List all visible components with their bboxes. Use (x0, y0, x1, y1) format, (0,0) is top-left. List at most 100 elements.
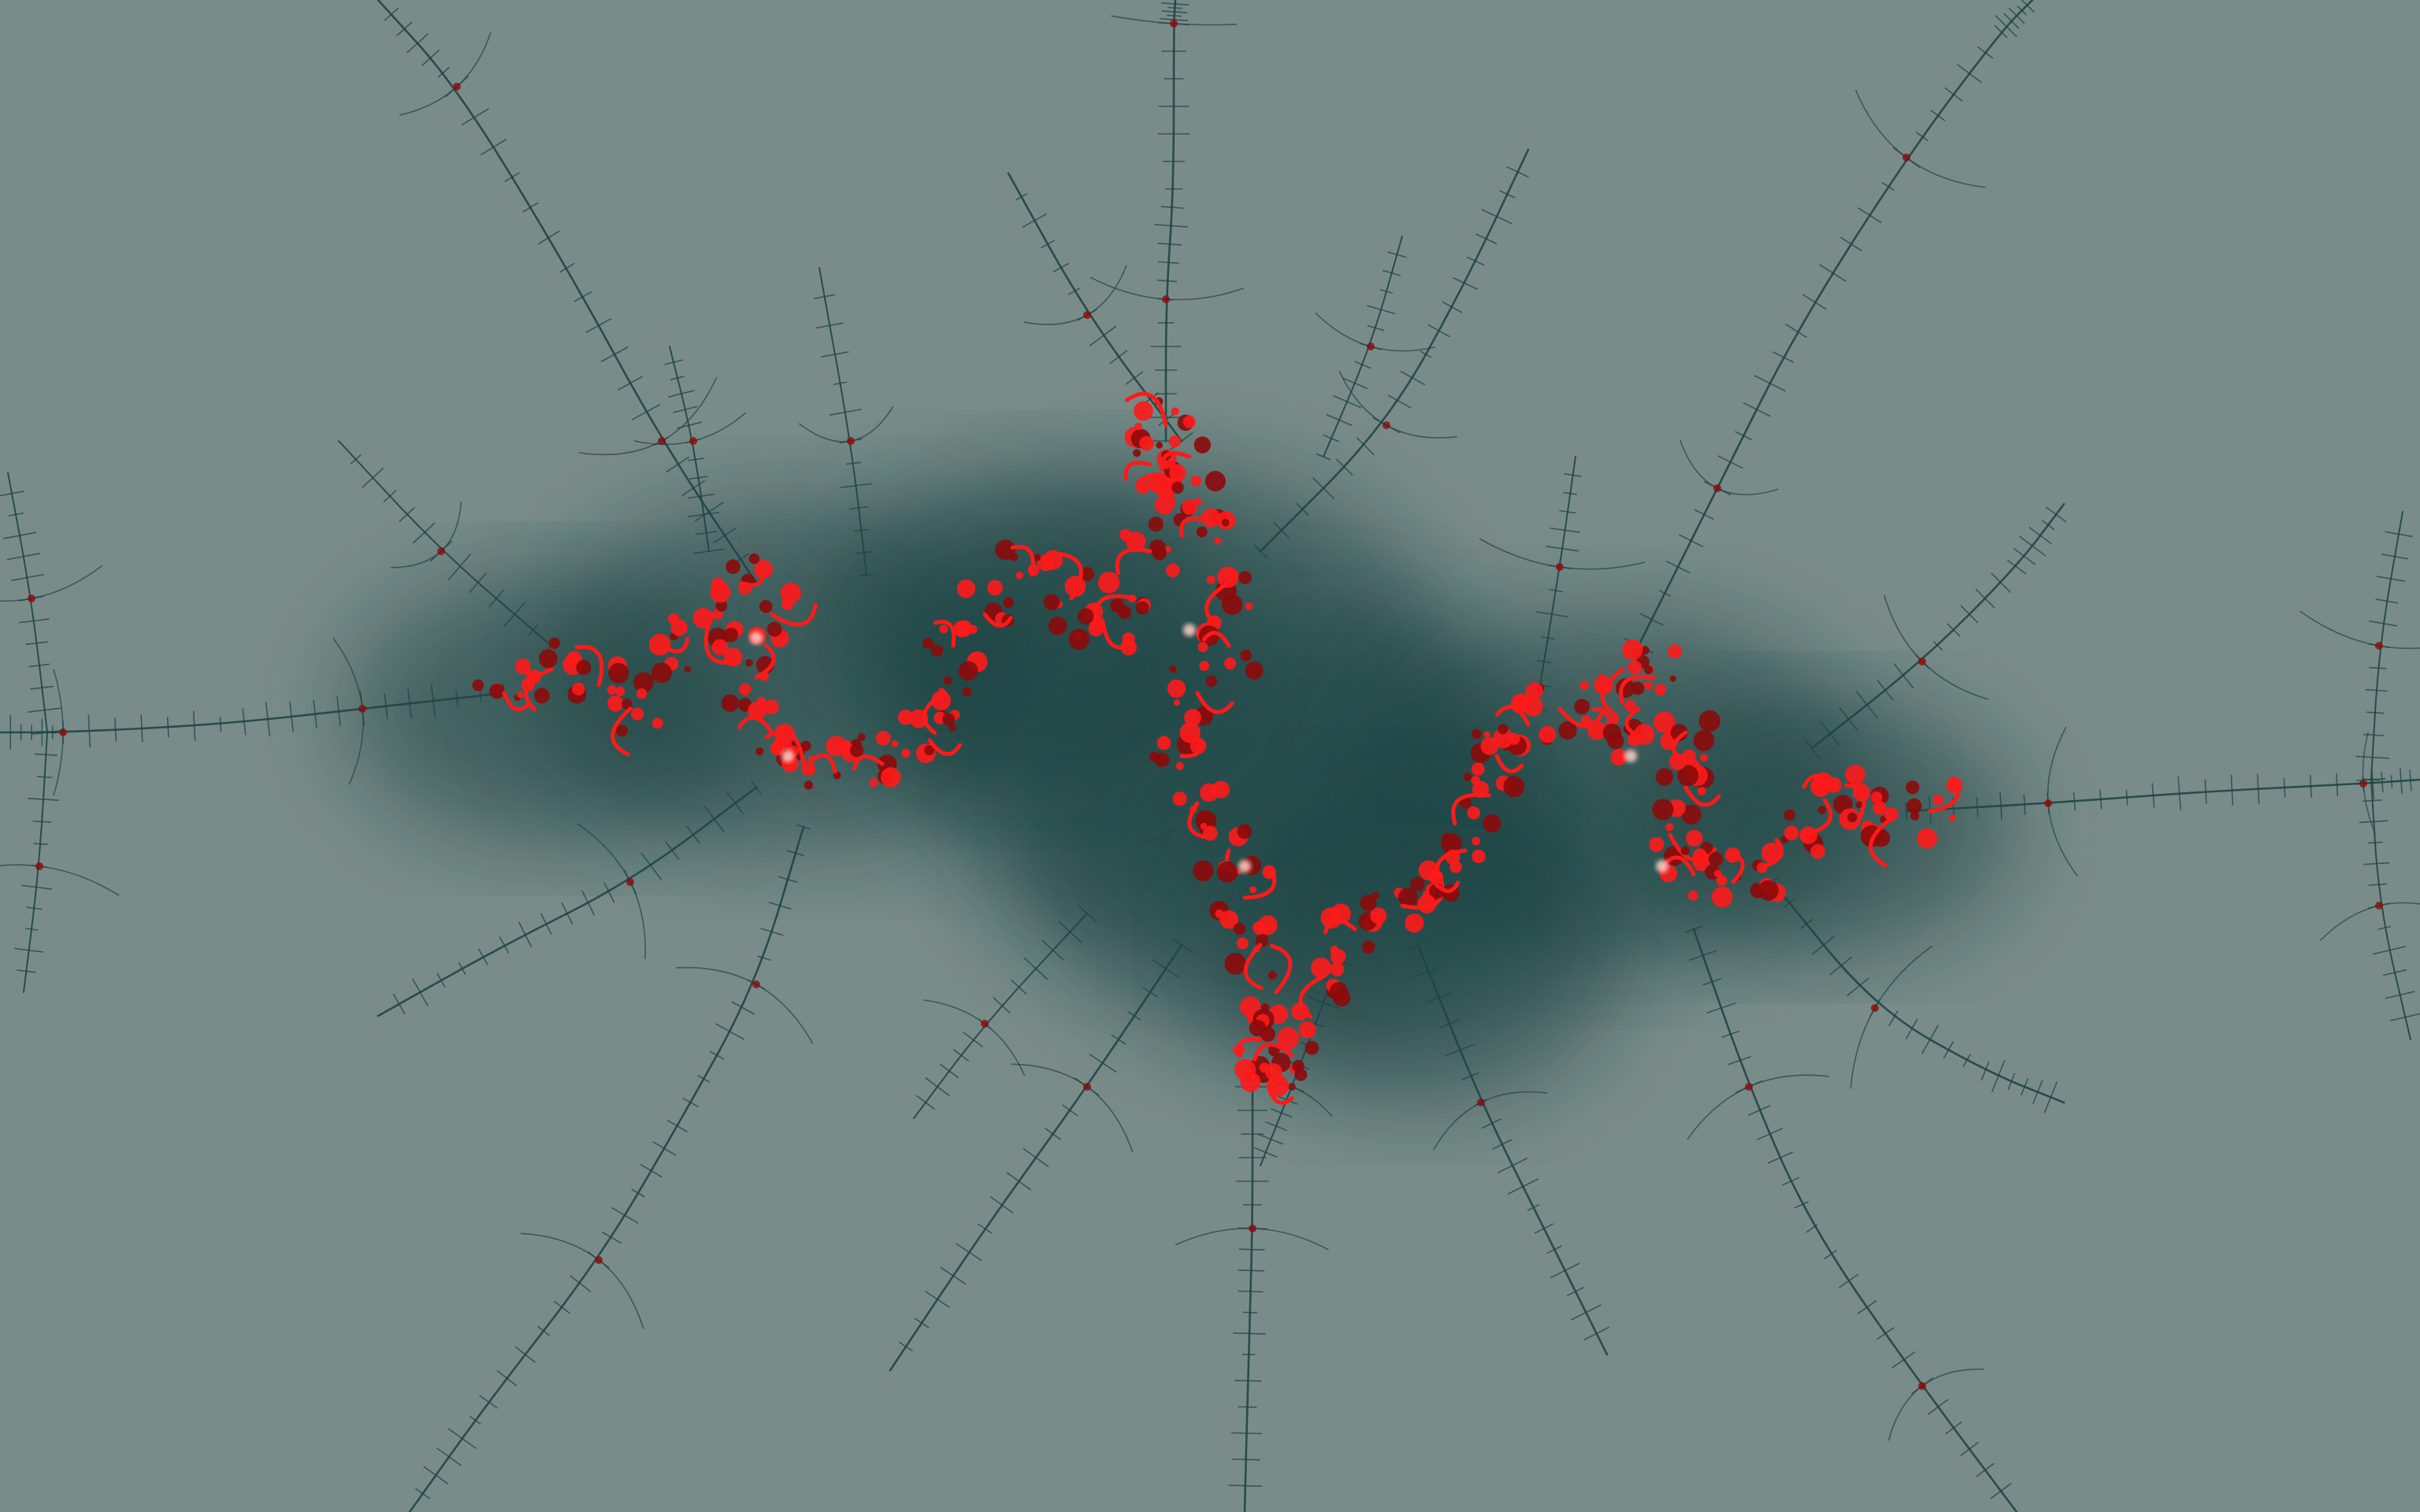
red-fractal-blob (726, 559, 740, 574)
red-fractal-blob (576, 660, 592, 676)
filament-side-branch (2378, 902, 2420, 906)
red-tendril (933, 620, 956, 648)
filament-tick (1990, 572, 2012, 594)
red-fractal-blob (514, 658, 531, 675)
red-tendril (1557, 706, 1605, 728)
red-fractal-blob (1610, 748, 1628, 766)
filament-tick (2383, 969, 2407, 976)
red-fractal-blob (869, 778, 878, 788)
filament-tick (726, 791, 744, 815)
filament-side-branch (1370, 346, 1436, 352)
filament-tick (1893, 663, 1914, 689)
filament-tick (1943, 1041, 1954, 1059)
filament-tick (1927, 1399, 1949, 1415)
filament-side-branch (1291, 1086, 1333, 1117)
filament-tick (963, 1031, 983, 1048)
filament-tick (1167, 14, 1182, 17)
red-fractal-blob (1467, 806, 1481, 820)
filament-side-branch (1717, 487, 1779, 495)
red-fractal-blob (715, 599, 728, 612)
red-fractal-blob (1655, 768, 1674, 786)
red-fractal-blob (670, 619, 688, 636)
red-fractal-blob (1361, 940, 1375, 954)
red-fractal-blob (1224, 952, 1247, 975)
red-fractal-blob (922, 638, 934, 650)
red-fractal-blob (1471, 762, 1485, 776)
filament-tick (977, 1223, 993, 1234)
filament-side-branch (1175, 1228, 1253, 1246)
filament-node (358, 705, 366, 713)
filament-tick (1379, 288, 1394, 295)
filament-tick (2369, 620, 2397, 627)
filament-tick (480, 139, 507, 156)
filament-tick (1157, 279, 1178, 283)
filament-tick (1706, 1002, 1736, 1014)
filament-tick (689, 476, 708, 480)
filament-tick (569, 1275, 592, 1292)
filament-side-branch (53, 669, 64, 733)
filament-node (2044, 799, 2052, 807)
filament-tick (1356, 437, 1375, 456)
red-fractal-blob (770, 741, 785, 756)
red-fractal-blob (1196, 526, 1208, 538)
filament-tick (1295, 502, 1309, 517)
filament-tick (796, 824, 811, 830)
red-fractal-blob (1255, 933, 1269, 947)
red-fractal-blob (1654, 684, 1667, 696)
filament (1905, 778, 2420, 813)
red-fractal-blob (1417, 894, 1437, 914)
filament-tick (670, 376, 685, 380)
filament-tick (2017, 6, 2027, 16)
filament-tick (289, 701, 294, 732)
filament-tick (1332, 395, 1362, 409)
filament-tick (2376, 576, 2406, 582)
filament-tick (778, 876, 798, 884)
red-tendril (1266, 1084, 1294, 1105)
filament-tick (2013, 547, 2036, 565)
filament-tick (1253, 1147, 1278, 1158)
red-fractal-blob (1215, 909, 1224, 918)
red-fractal-blob (1873, 801, 1887, 815)
red-fractal-blob (1330, 962, 1345, 976)
filament (1323, 235, 1403, 458)
red-fractal-blob (1259, 1062, 1270, 1073)
red-fractal-blob (608, 662, 629, 684)
red-fractal-blob (1238, 571, 1252, 584)
filament-tick (1995, 15, 2017, 38)
filament-tick (528, 624, 538, 636)
filament (7, 472, 48, 733)
red-fractal-blob (1134, 401, 1153, 421)
filament-tick (28, 707, 62, 713)
filament-tick (1242, 1311, 1257, 1314)
red-fractal-blob (766, 621, 782, 637)
filament-tick (1354, 361, 1371, 369)
filament-tick (140, 714, 143, 743)
filament-tick (114, 717, 117, 742)
filament-side-branch (2378, 645, 2420, 650)
red-fractal-blob (1206, 575, 1216, 584)
red-fractal-blob (648, 633, 671, 656)
red-fractal-blob (956, 620, 973, 637)
red-fractal-spine (472, 391, 1963, 1105)
filament-tick (1367, 324, 1385, 332)
red-tendril (1668, 832, 1717, 862)
red-fractal-blob (1236, 937, 1249, 950)
filament-tick (1506, 166, 1529, 178)
filament-tick (1945, 1421, 1962, 1435)
red-fractal-blob (755, 747, 764, 756)
filament-tick (1916, 132, 1928, 142)
filament-tick (1233, 1332, 1266, 1335)
fractal-core (1624, 750, 1637, 762)
red-fractal-blob (1697, 787, 1706, 795)
red-tendril (1869, 817, 1893, 868)
filament-tick (2381, 553, 2409, 560)
red-fractal-blob (1700, 754, 1709, 762)
filament-tick (28, 663, 50, 668)
red-fractal-blob (1168, 435, 1181, 448)
red-fractal-blob (1320, 907, 1342, 929)
fractal-core (1656, 860, 1668, 873)
filament-tick (362, 467, 384, 488)
filament-tick (2390, 775, 2393, 788)
filament-tick (993, 997, 1011, 1014)
red-fractal-blob (1329, 982, 1349, 1001)
